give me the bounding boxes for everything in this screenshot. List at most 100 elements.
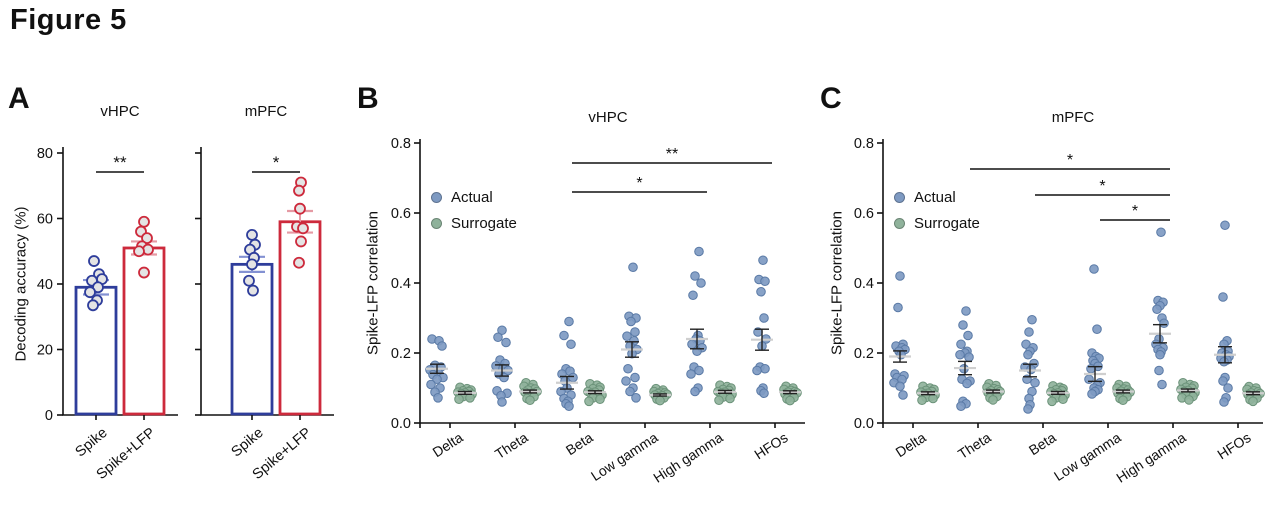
data-point-actual <box>497 325 507 336</box>
figure-title: Figure 5 <box>10 4 127 36</box>
data-point-actual <box>694 246 704 257</box>
data-point <box>133 245 145 258</box>
data-point-actual <box>694 365 704 376</box>
data-point <box>87 299 99 312</box>
data-point-actual <box>626 316 636 327</box>
actual-dot-icon <box>431 191 442 203</box>
data-point <box>141 232 153 245</box>
data-point <box>247 284 259 297</box>
significance-label: * <box>273 153 280 172</box>
data-point-actual <box>759 388 769 399</box>
data-point-actual <box>499 372 509 383</box>
y-tick-label: 0.0 <box>854 416 874 432</box>
bar <box>278 220 322 416</box>
data-point-actual <box>566 339 576 350</box>
data-point <box>246 258 258 271</box>
x-tick-label: Delta <box>893 429 929 460</box>
data-point-actual <box>1023 404 1033 414</box>
actual-dot-icon <box>894 191 905 203</box>
data-point-surrogate <box>584 396 594 407</box>
data-point-actual <box>1024 327 1034 337</box>
panel-a-vhpc-title: vHPC <box>100 103 140 120</box>
panel-a-mpfc-title: mPFC <box>244 103 288 120</box>
data-point-actual <box>1223 383 1233 393</box>
data-point-actual <box>898 390 908 400</box>
data-point-actual <box>1157 379 1167 390</box>
data-point <box>138 266 150 279</box>
data-point-actual <box>564 401 574 412</box>
data-point-actual <box>1154 365 1164 376</box>
data-point-surrogate <box>714 395 724 406</box>
x-tick-label: High gamma <box>1113 429 1188 486</box>
data-point-actual <box>1159 318 1169 329</box>
data-point-surrogate <box>1118 395 1128 406</box>
data-point-surrogate <box>1058 394 1068 405</box>
data-point-actual <box>690 386 700 397</box>
data-point-actual <box>493 332 503 343</box>
data-point-actual <box>1084 374 1094 385</box>
data-point-surrogate <box>988 395 998 405</box>
panel-b-title: vHPC <box>588 109 628 126</box>
data-point-actual <box>628 262 638 273</box>
data-point-actual <box>630 327 640 337</box>
x-tick-label: Theta <box>955 429 994 462</box>
data-point-actual <box>760 363 770 374</box>
x-tick-label: HFOs <box>1214 429 1253 462</box>
data-point-actual <box>696 278 706 288</box>
x-tick-label: Beta <box>563 429 596 458</box>
data-point-actual <box>1027 314 1037 325</box>
data-point-actual <box>623 363 633 374</box>
panel-b-legend: Actual Surrogate <box>431 184 517 236</box>
panel-c-ylabel: Spike-LFP correlation <box>828 211 846 355</box>
panel-a-ylabel: Decoding accuracy (%) <box>12 206 30 362</box>
data-point-surrogate <box>1248 396 1258 407</box>
legend-label-actual: Actual <box>914 188 956 206</box>
y-tick-label: 0.8 <box>854 136 874 152</box>
x-tick-label: Low gamma <box>1051 429 1124 484</box>
legend-item-surrogate: Surrogate <box>894 210 980 236</box>
data-point-surrogate <box>785 395 795 406</box>
x-tick-label: Spike <box>228 425 266 461</box>
legend-item-actual: Actual <box>894 184 980 210</box>
significance-label: ** <box>113 153 127 172</box>
x-tick-label: Low gamma <box>588 429 661 484</box>
data-point-surrogate <box>595 394 605 405</box>
data-point <box>84 286 96 299</box>
data-point-actual <box>895 271 905 281</box>
legend-label-surrogate: Surrogate <box>914 214 980 232</box>
panel-b-label: B <box>357 82 379 115</box>
data-point-actual <box>437 341 447 351</box>
data-point-actual <box>568 372 578 383</box>
data-point <box>293 256 305 269</box>
data-point <box>294 202 306 215</box>
data-point-actual <box>1086 363 1096 374</box>
data-point-actual <box>1087 389 1097 399</box>
y-tick-label: 0.6 <box>391 206 411 222</box>
data-point-actual <box>1152 304 1162 315</box>
data-point-actual <box>497 397 507 407</box>
data-point-actual <box>758 255 768 266</box>
data-point <box>88 255 100 267</box>
legend-label-surrogate: Surrogate <box>451 214 517 232</box>
data-point-surrogate <box>454 394 464 405</box>
data-point-actual <box>630 372 640 383</box>
y-tick-label: 0.4 <box>854 276 874 292</box>
y-tick-label: 60 <box>37 212 53 228</box>
data-point-actual <box>621 376 631 386</box>
data-point <box>243 274 255 287</box>
legend-item-surrogate: Surrogate <box>431 210 517 236</box>
data-point-actual <box>433 393 443 403</box>
x-tick-label: Beta <box>1026 429 1059 458</box>
data-point <box>293 184 305 197</box>
y-tick-label: 0.6 <box>854 206 874 222</box>
data-point-actual <box>426 379 436 390</box>
y-tick-label: 20 <box>37 343 53 359</box>
significance-label: * <box>1099 178 1105 195</box>
data-point-actual <box>1030 377 1040 388</box>
data-point-surrogate <box>725 393 735 404</box>
data-point <box>138 215 150 228</box>
data-point-actual <box>1219 356 1229 367</box>
data-point-actual <box>501 337 511 348</box>
data-point-actual <box>1155 349 1165 360</box>
